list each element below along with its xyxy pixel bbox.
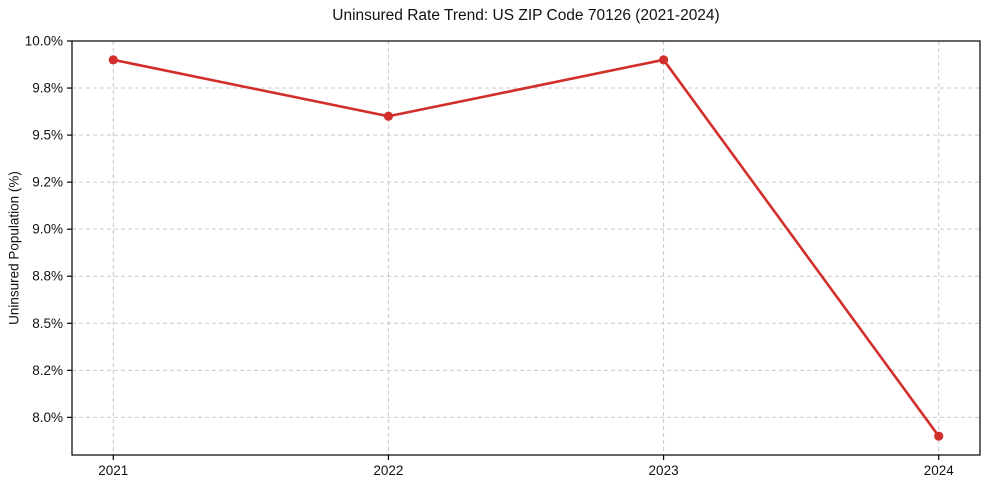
y-tick-label: 8.2% — [32, 363, 63, 378]
y-tick-label: 10.0% — [25, 34, 63, 49]
data-point — [383, 111, 394, 121]
y-tick-label: 8.5% — [32, 316, 63, 331]
chart-title: Uninsured Rate Trend: US ZIP Code 70126 … — [332, 7, 720, 24]
trend-line — [111, 58, 941, 438]
data-point — [934, 431, 944, 441]
x-tick-label: 2024 — [924, 463, 955, 478]
y-tick-label: 8.8% — [32, 269, 63, 284]
axes-frame — [71, 40, 981, 456]
y-tick-label: 9.5% — [32, 128, 63, 143]
y-tick-label: 9.8% — [32, 81, 63, 96]
y-tick-label: 9.2% — [32, 175, 63, 190]
y-tick-label: 9.0% — [32, 222, 63, 237]
x-tick-label: 2021 — [98, 463, 128, 478]
data-point — [658, 55, 669, 65]
y-tick-label: 8.0% — [32, 410, 63, 425]
x-tick-label: 2023 — [649, 463, 679, 478]
x-tick-label: 2022 — [373, 463, 403, 478]
data-point — [108, 55, 118, 65]
